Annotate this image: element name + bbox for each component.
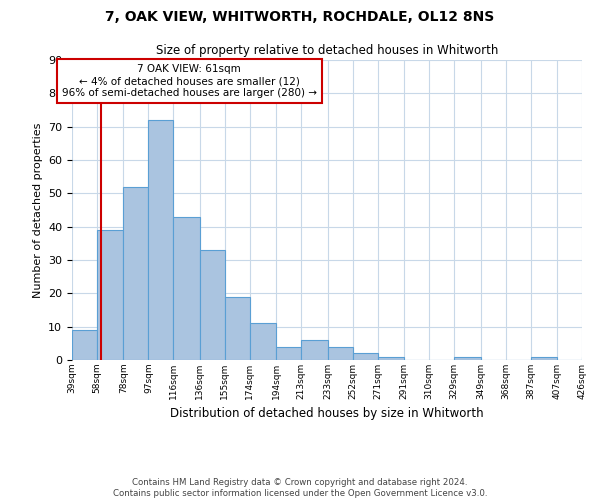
Bar bbox=[530, 356, 557, 360]
Bar bbox=[148, 120, 173, 360]
Y-axis label: Number of detached properties: Number of detached properties bbox=[32, 122, 43, 298]
Bar bbox=[200, 250, 225, 360]
Bar bbox=[454, 356, 481, 360]
Bar bbox=[582, 356, 600, 360]
Bar bbox=[276, 346, 301, 360]
Bar bbox=[97, 230, 124, 360]
Bar bbox=[301, 340, 328, 360]
Bar bbox=[124, 186, 148, 360]
Bar bbox=[225, 296, 250, 360]
Bar bbox=[173, 216, 200, 360]
Bar bbox=[378, 356, 404, 360]
Text: 7 OAK VIEW: 61sqm
← 4% of detached houses are smaller (12)
96% of semi-detached : 7 OAK VIEW: 61sqm ← 4% of detached house… bbox=[62, 64, 317, 98]
Text: Contains HM Land Registry data © Crown copyright and database right 2024.
Contai: Contains HM Land Registry data © Crown c… bbox=[113, 478, 487, 498]
Bar bbox=[353, 354, 378, 360]
Text: 7, OAK VIEW, WHITWORTH, ROCHDALE, OL12 8NS: 7, OAK VIEW, WHITWORTH, ROCHDALE, OL12 8… bbox=[106, 10, 494, 24]
Title: Size of property relative to detached houses in Whitworth: Size of property relative to detached ho… bbox=[156, 44, 498, 58]
Bar bbox=[328, 346, 353, 360]
X-axis label: Distribution of detached houses by size in Whitworth: Distribution of detached houses by size … bbox=[170, 408, 484, 420]
Bar bbox=[250, 324, 276, 360]
Bar bbox=[72, 330, 97, 360]
